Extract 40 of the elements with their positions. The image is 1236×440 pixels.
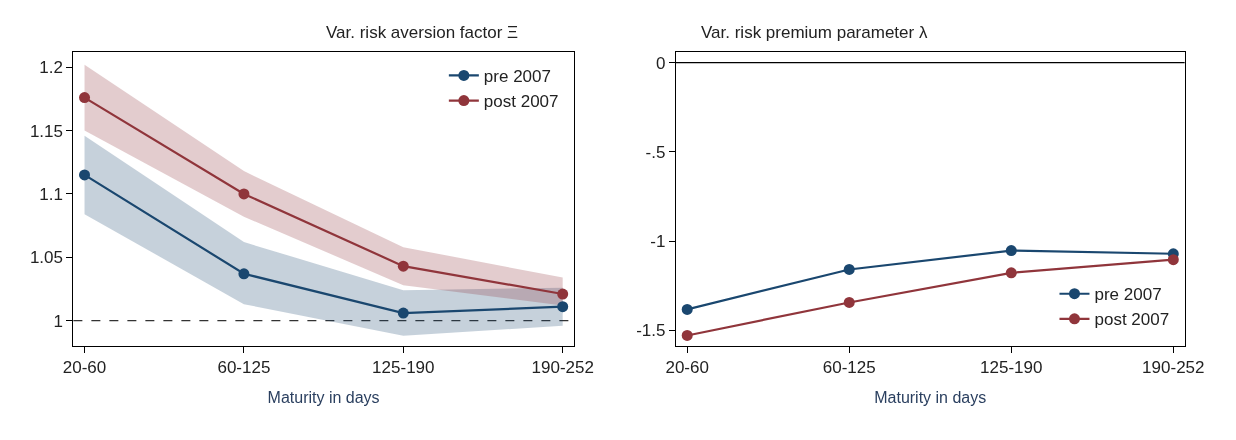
y-tick-label: 1: [53, 311, 63, 331]
point: [557, 288, 569, 300]
point: [681, 329, 693, 341]
legend-label: post 2007: [483, 92, 559, 112]
chart-title: Var. risk aversion factor Ξ: [326, 23, 519, 42]
x-tick-label: 60-125: [822, 358, 876, 378]
point: [1005, 245, 1017, 257]
point: [397, 307, 409, 319]
chart-title: Var. risk premium parameter λ: [701, 23, 928, 42]
point: [238, 188, 250, 200]
x-axis-title: Maturity in days: [874, 389, 987, 407]
x-tick-label: 125-190: [980, 358, 1043, 378]
x-tick-label: 20-60: [62, 358, 107, 378]
y-tick-label: 1.1: [39, 184, 63, 204]
legend-label: pre 2007: [483, 67, 551, 87]
x-tick-label: 60-125: [217, 358, 271, 378]
point: [79, 92, 91, 104]
point: [557, 301, 569, 313]
point: [79, 169, 91, 181]
y-tick-label: 0: [655, 53, 666, 73]
x-tick-label: 190-252: [531, 358, 594, 378]
x-tick-label: 20-60: [665, 358, 709, 378]
point: [843, 296, 855, 308]
legend-label: post 2007: [1094, 310, 1170, 330]
point: [1005, 267, 1017, 279]
x-tick-label: 125-190: [372, 358, 435, 378]
point: [397, 260, 409, 272]
point: [843, 263, 855, 275]
y-tick-label: 1.05: [29, 248, 63, 268]
y-tick-label: 1.2: [39, 58, 63, 78]
y-tick-label: 1.15: [29, 121, 63, 141]
x-axis-title: Maturity in days: [267, 389, 380, 407]
x-tick-label: 190-252: [1142, 358, 1205, 378]
y-tick-label: -1: [650, 232, 666, 252]
legend-label: pre 2007: [1094, 285, 1162, 305]
y-tick-label: -1.5: [636, 321, 666, 341]
point: [681, 303, 693, 315]
y-tick-label: -.5: [645, 142, 666, 162]
point: [1167, 254, 1179, 266]
point: [238, 268, 250, 280]
